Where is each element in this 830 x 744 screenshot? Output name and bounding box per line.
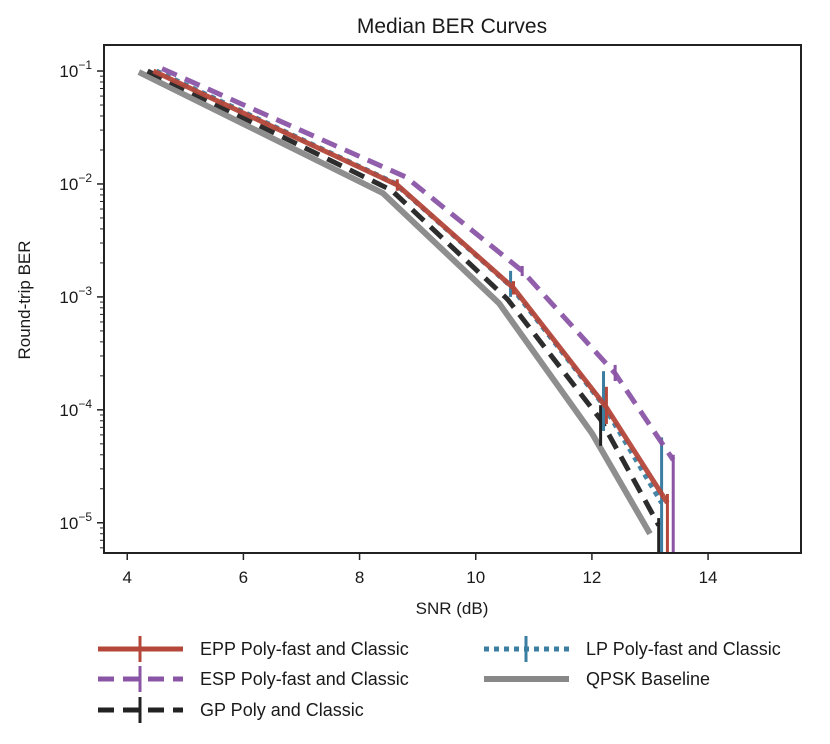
y-tick-label: 10−4 (59, 397, 92, 420)
series-line (161, 66, 676, 462)
series-gp (146, 68, 661, 553)
x-axis-label: SNR (dB) (416, 599, 489, 618)
x-tick-label: 14 (699, 568, 718, 587)
legend-label: QPSK Baseline (586, 669, 710, 689)
series-line (137, 69, 653, 536)
y-tick-label: 10−5 (59, 510, 92, 533)
x-tick-label: 8 (355, 568, 364, 587)
x-tick-label: 10 (466, 568, 485, 587)
y-tick-label: 10−1 (59, 58, 92, 81)
legend-item: GP Poly and Classic (98, 697, 364, 723)
legend-label: ESP Poly-fast and Classic (200, 669, 409, 689)
series-line (155, 68, 664, 505)
y-tick-label: 10−3 (59, 284, 92, 307)
y-tick-label: 10−2 (59, 171, 92, 194)
y-axis-label: Round-trip BER (15, 240, 34, 359)
series-epp (152, 68, 670, 553)
legend-label: EPP Poly-fast and Classic (200, 639, 409, 659)
plot-frame (103, 44, 802, 554)
legend-label: LP Poly-fast and Classic (586, 639, 781, 659)
series-esp (161, 66, 676, 553)
x-tick-label: 4 (122, 568, 131, 587)
chart-title: Median BER Curves (357, 15, 547, 38)
legend-item: ESP Poly-fast and Classic (98, 666, 409, 692)
legend-item: LP Poly-fast and Classic (484, 636, 781, 662)
series-line (146, 68, 661, 527)
legend-item: QPSK Baseline (484, 669, 710, 689)
series-qpsk (137, 69, 653, 536)
legend-label: GP Poly and Classic (200, 700, 364, 720)
legend: EPP Poly-fast and Classic ESP Poly-fast a… (98, 636, 781, 723)
series-lp (155, 68, 664, 553)
plot-area (137, 66, 676, 553)
y-axis: 10−5 10−4 10−3 10−2 10−1 (59, 58, 104, 549)
x-axis: 4 6 8 10 12 14 (122, 553, 718, 587)
series-line (152, 68, 670, 505)
legend-item: EPP Poly-fast and Classic (98, 636, 409, 662)
x-tick-label: 12 (582, 568, 601, 587)
x-tick-label: 6 (239, 568, 248, 587)
